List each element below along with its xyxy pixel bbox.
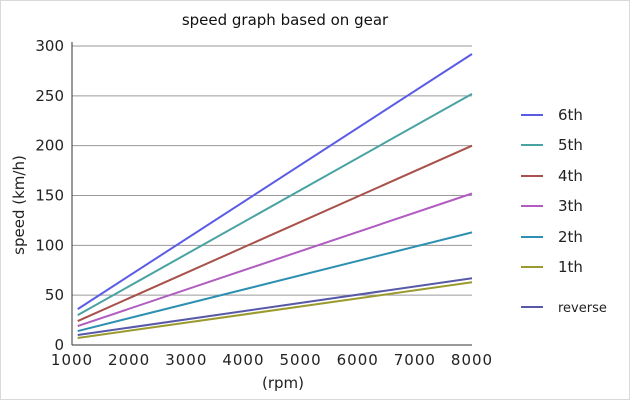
legend-label-5th: 5th	[558, 136, 583, 154]
series-line-5th	[77, 92, 473, 316]
axes	[71, 42, 472, 346]
x-axis-label: (rpm)	[262, 374, 304, 392]
series-line-3th	[77, 192, 473, 328]
y-tick-label: 0	[54, 336, 64, 354]
x-tick-label: 1000	[51, 351, 93, 369]
y-tick-label: 50	[45, 286, 64, 304]
legend-label-3th: 3th	[558, 197, 583, 215]
x-tick-label: 7000	[394, 351, 436, 369]
x-tick-label: 4000	[222, 351, 264, 369]
chart-title: speed graph based on gear	[182, 11, 389, 29]
series-line-reverse	[77, 277, 473, 337]
y-axis-label: speed (km/h)	[10, 155, 28, 255]
legend-label-reverse: reverse	[558, 301, 607, 316]
series-line-6th	[77, 53, 473, 310]
y-tick-label: 100	[35, 236, 64, 254]
legend-label-2th: 2th	[558, 228, 583, 246]
series-line-1th	[77, 281, 473, 340]
x-tick-label: 6000	[337, 351, 379, 369]
legend: 6th 5th 4th 3th 2th 1th reverse	[521, 106, 607, 316]
y-tick-label: 300	[35, 37, 64, 55]
series-line-2th	[77, 231, 473, 333]
series-line-4th	[77, 144, 473, 322]
series-lines	[77, 53, 473, 340]
x-tick-labels: 1000 2000 3000 4000 5000 6000 7000 8000	[51, 351, 493, 369]
y-tick-label: 200	[35, 137, 64, 155]
y-tick-labels: 0 50 100 150 200 250 300	[35, 37, 64, 354]
legend-label-6th: 6th	[558, 106, 583, 124]
x-tick-label: 3000	[165, 351, 207, 369]
grid-lines	[72, 45, 472, 296]
legend-label-4th: 4th	[558, 167, 583, 185]
y-tick-label: 250	[35, 87, 64, 105]
x-tick-label: 2000	[108, 351, 150, 369]
legend-label-1th: 1th	[558, 258, 583, 276]
x-tick-label: 8000	[451, 351, 493, 369]
x-tick-label: 5000	[279, 351, 321, 369]
y-tick-label: 150	[35, 187, 64, 205]
